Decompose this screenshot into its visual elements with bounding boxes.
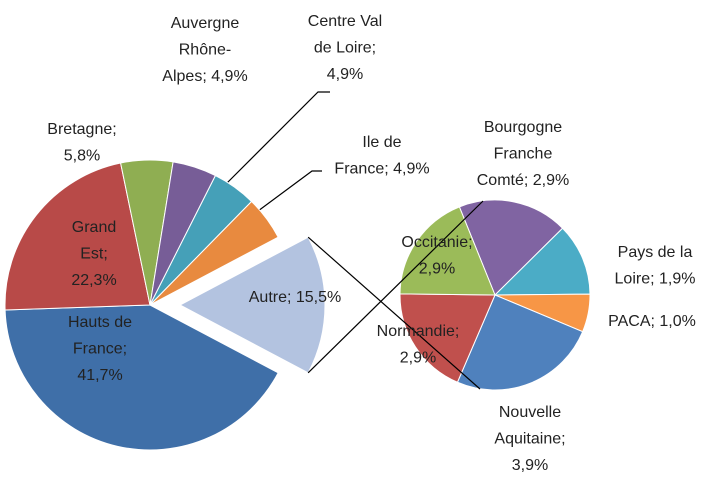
slice-label: Bretagne; 5,8% (47, 121, 116, 165)
slice-label: Bourgogne Franche Comté; 2,9% (477, 119, 569, 189)
slice-label: Centre Val de Loire; 4,9% (308, 13, 382, 83)
pie-slice (4, 304, 279, 451)
leader-line (221, 91, 330, 189)
pie-slice (178, 236, 326, 374)
slice-label: Grand Est; 22,3% (71, 219, 116, 289)
pie-slice (456, 294, 584, 391)
slice-label: Autre; 15,5% (249, 289, 342, 306)
leader-line (249, 170, 322, 218)
pie-slice (458, 199, 564, 296)
pie-slice (399, 293, 496, 383)
slice-label: Occitanie; 2,9% (401, 234, 472, 278)
pie-slice (493, 227, 591, 296)
slice-label: Nouvelle Aquitaine; 3,9% (494, 404, 565, 474)
slice-label: Hauts de France; 41,7% (68, 314, 132, 384)
slice-label: PACA; 1,0% (608, 313, 696, 330)
slices (4, 159, 591, 451)
pie-slice (149, 200, 279, 306)
slice-label: Auvergne Rhône-Alpes; 4,9% (162, 15, 247, 85)
slice-label: Ile de France; 4,9% (334, 134, 429, 178)
slice-label: Pays de la Loire; 1,9% (615, 244, 696, 288)
labels: Hauts de France; 41,7% Grand Est; 22,3% Bretag… (47, 13, 696, 474)
connector-line (307, 236, 481, 390)
pie-slice (4, 162, 151, 311)
pie-slice (399, 206, 496, 296)
slice-label: Normandie; 2,9% (377, 323, 460, 367)
connector-line (307, 200, 484, 374)
